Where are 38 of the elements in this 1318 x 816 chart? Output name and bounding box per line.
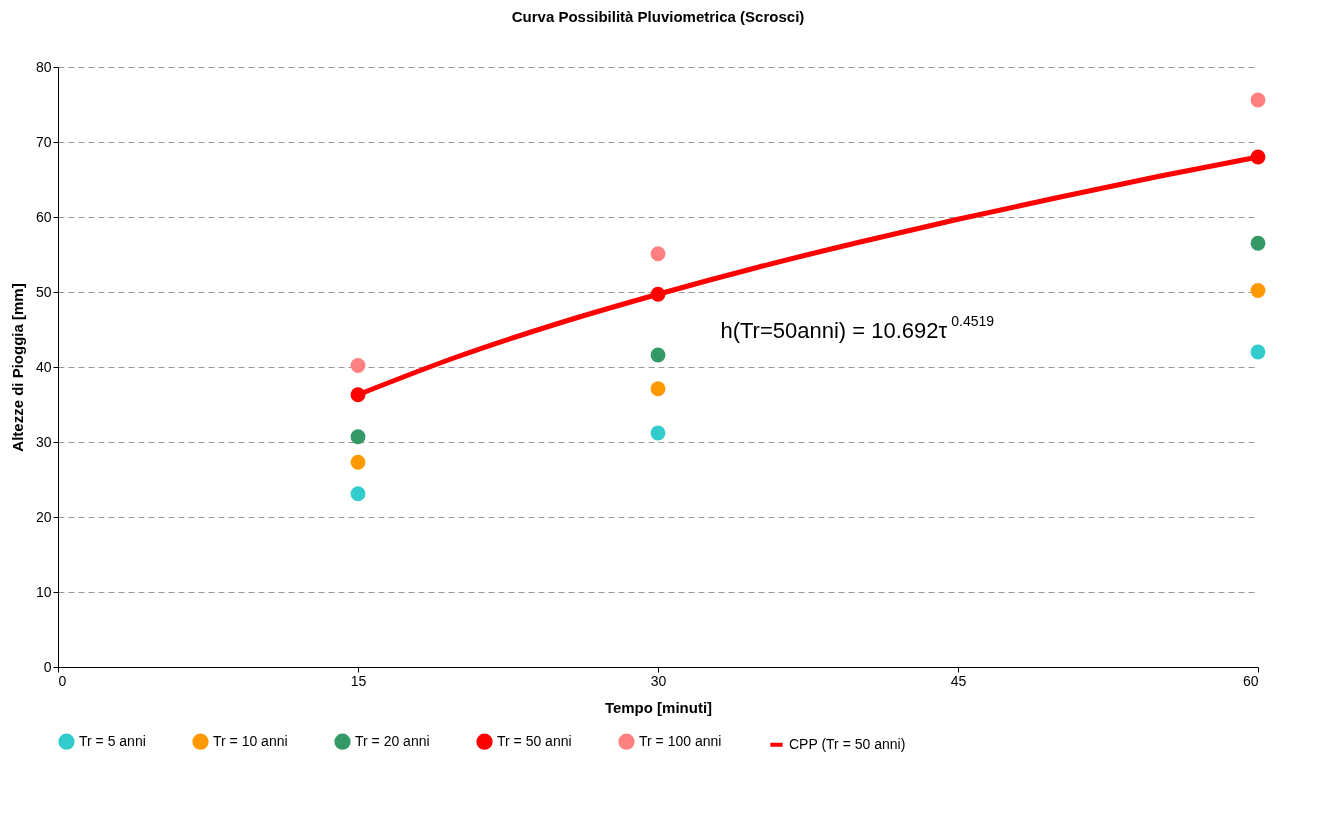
y-tick-label: 70: [35, 133, 52, 150]
point: [1250, 344, 1266, 360]
point: [350, 358, 366, 373]
point: [650, 286, 666, 302]
point: [350, 387, 366, 403]
point: [350, 454, 366, 470]
y-tick-label: 30: [35, 433, 52, 450]
point: [350, 486, 366, 502]
point: [1250, 235, 1266, 251]
legend-label: Tr = 10 anni: [213, 732, 288, 749]
point: [650, 425, 666, 441]
x-tick-label: 30: [650, 672, 667, 689]
point: [650, 347, 666, 363]
y-axis-title: Altezze di Pioggia [mm]: [8, 283, 26, 452]
y-tick-label: 20: [35, 508, 52, 525]
legend-label: Tr = 50 anni: [497, 732, 572, 749]
y-tick-label: 80: [35, 58, 52, 75]
point: [350, 429, 366, 445]
y-tick-label: 40: [35, 358, 52, 375]
y-tick-label: 50: [35, 283, 52, 300]
point: [650, 246, 666, 262]
chart-title: Curva Possibilità Pluviometrica (Scrosci): [511, 8, 805, 25]
legend-label: Tr = 100 anni: [639, 732, 722, 749]
x-tick-label: 45: [950, 672, 967, 689]
x-axis-title: Tempo [minuti]: [604, 698, 713, 716]
point: [1250, 283, 1266, 298]
x-tick-label: 60: [1242, 672, 1259, 689]
point: [1250, 92, 1266, 108]
y-tick-label: 0: [43, 658, 52, 675]
x-tick-label: 0: [58, 672, 67, 689]
legend-label: CPP (Tr = 50 anni): [789, 735, 906, 752]
legend-label: Tr = 20 anni: [355, 732, 430, 749]
point: [1250, 149, 1266, 165]
x-tick-label: 15: [350, 672, 367, 689]
y-tick-label: 10: [35, 583, 52, 600]
y-tick-label: 60: [35, 208, 52, 225]
legend-label: Tr = 5 anni: [79, 732, 146, 749]
point: [650, 381, 666, 397]
